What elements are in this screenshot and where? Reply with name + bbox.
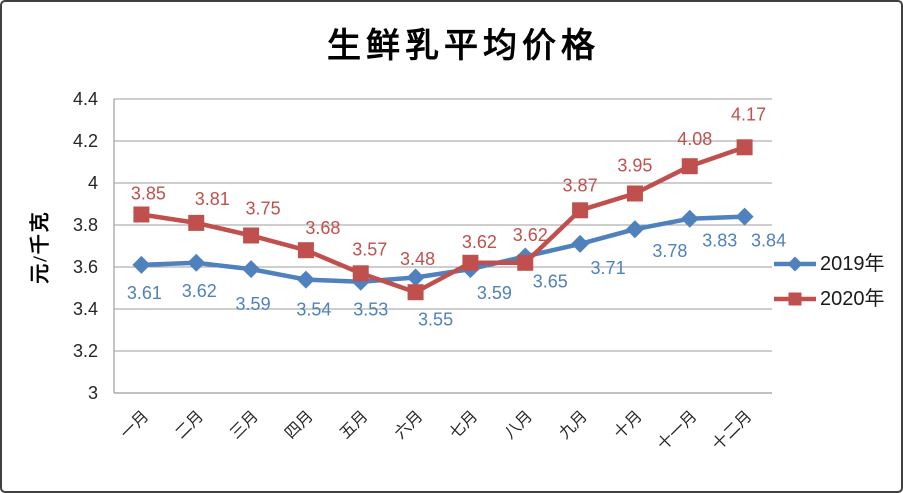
- series-0-data-label: 3.59: [477, 283, 512, 303]
- y-axis-tick-label: 3: [88, 383, 98, 403]
- series-0-data-label: 3.78: [652, 241, 687, 261]
- series-0-data-label: 3.53: [353, 300, 388, 320]
- series-1-marker: [188, 214, 205, 231]
- series-0-data-labels: 3.61 3.62 3.59 3.54 3.53 3.55 3.59 3.65 3.71 3.78…: [127, 231, 786, 330]
- chart-title: 生鲜乳平均价格: [327, 28, 600, 65]
- series-1-data-label: 4.08: [677, 129, 712, 149]
- y-axis-tick-label: 4.4: [73, 89, 98, 109]
- x-axis-label: 一月: [118, 408, 153, 443]
- x-axis-label: 八月: [501, 408, 536, 443]
- series-0-data-label: 3.84: [751, 231, 786, 251]
- legend-item-0: 2019年: [774, 252, 885, 275]
- series-0-line: [139, 214, 747, 284]
- series-1-data-label: 3.75: [246, 199, 281, 219]
- series-1-marker: [462, 254, 479, 271]
- series-0-marker: [187, 253, 206, 272]
- series-0-data-label: 3.65: [533, 272, 568, 292]
- x-axis-label: 六月: [391, 407, 426, 442]
- series-0-marker: [625, 220, 644, 239]
- series-0-data-label: 3.61: [127, 283, 162, 303]
- series-1-data-label: 3.62: [513, 225, 548, 245]
- x-axis-labels: 一月 二月 三月 四月 五月 六月 七月 八月 九月 十月 十一月 十二月: [118, 407, 756, 454]
- y-axis-tick-label: 3.6: [73, 257, 98, 277]
- legend: 2019年 2020年: [774, 252, 885, 310]
- series-1-marker: [517, 254, 534, 271]
- y-axis-tick-label: 4.2: [73, 131, 98, 151]
- series-1-data-label: 3.81: [195, 189, 230, 209]
- series-1-marker: [572, 202, 589, 219]
- x-axis-label: 五月: [337, 408, 372, 443]
- series-0-marker: [132, 255, 151, 274]
- series-1: [133, 139, 753, 301]
- y-axis-tick-label: 3.8: [73, 215, 98, 235]
- legend-label: 2020年: [820, 287, 885, 310]
- series-0-data-label: 3.59: [236, 294, 271, 314]
- y-axis-tick-label: 3.2: [73, 341, 98, 361]
- legend-marker: [787, 256, 803, 272]
- series-1-line: [139, 145, 747, 295]
- series-1-marker: [681, 158, 698, 175]
- series-0-marker: [680, 209, 699, 228]
- x-axis-label: 七月: [446, 407, 481, 442]
- series-1-data-label: 3.62: [462, 232, 497, 252]
- series-0-marker: [735, 207, 754, 226]
- series-0-marker: [571, 234, 590, 253]
- x-axis-label: 二月: [172, 408, 207, 443]
- series-0-data-label: 3.71: [591, 258, 626, 278]
- series-0-marker: [296, 270, 315, 289]
- series-1-marker: [407, 284, 424, 301]
- x-axis-label: 三月: [227, 408, 262, 443]
- x-axis-label: 十一月: [654, 407, 701, 454]
- series-1-data-label: 4.17: [731, 104, 766, 124]
- series-1-data-label: 3.95: [617, 156, 652, 176]
- series-0-data-label: 3.83: [702, 231, 737, 251]
- series-0-data-label: 3.62: [182, 281, 217, 301]
- series-0-marker: [406, 268, 425, 287]
- series-1-data-label: 3.68: [305, 218, 340, 238]
- series-0-data-label: 3.55: [418, 310, 453, 330]
- x-axis-label: 十二月: [709, 407, 756, 454]
- series-1-marker: [626, 185, 643, 202]
- series-1-marker: [352, 265, 369, 282]
- y-axis-tick-labels: 3 3.2 3.4 3.6 3.8 4 4.2 4.4: [73, 89, 98, 403]
- legend-label: 2019年: [820, 252, 885, 275]
- series-1-data-label: 3.87: [563, 175, 598, 195]
- series-1-data-label: 3.57: [352, 239, 387, 259]
- series-1-marker: [243, 227, 260, 244]
- series-1-data-label: 3.48: [400, 249, 435, 269]
- x-axis-label: 十月: [610, 407, 645, 442]
- series-1-data-label: 3.85: [131, 184, 166, 204]
- series-1-data-labels: 3.85 3.81 3.75 3.68 3.57 3.48 3.62 3.62 3.87 3.95…: [131, 104, 766, 269]
- series-1-marker: [133, 206, 150, 223]
- y-axis-tick-label: 3.4: [73, 299, 98, 319]
- legend-marker: [788, 292, 802, 306]
- series-1-marker: [736, 139, 753, 156]
- x-axis-label: 九月: [556, 407, 591, 442]
- series-0-data-label: 3.54: [296, 300, 331, 320]
- series-1-marker: [297, 242, 314, 259]
- x-axis-label: 四月: [282, 408, 317, 443]
- y-axis-tick-label: 4: [88, 173, 98, 193]
- legend-item-1: 2020年: [774, 287, 885, 310]
- series-0-marker: [242, 260, 261, 279]
